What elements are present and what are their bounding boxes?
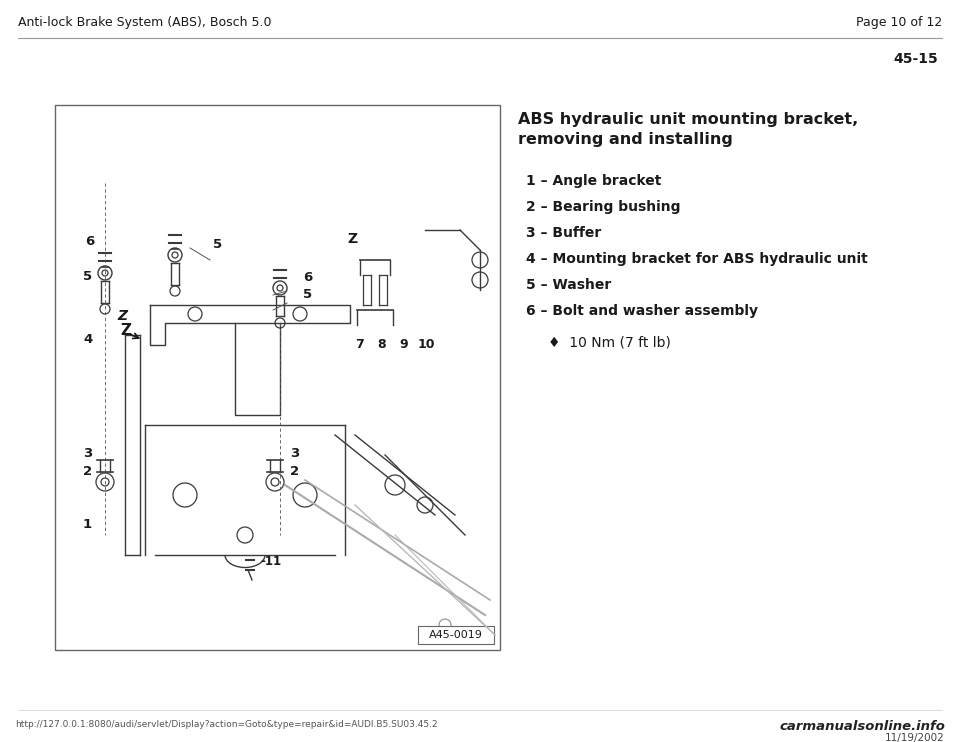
Text: 4: 4	[83, 333, 92, 346]
Text: 3 – Buffer: 3 – Buffer	[526, 226, 601, 240]
Text: 1 – Angle bracket: 1 – Angle bracket	[526, 174, 661, 188]
Text: ♦  10 Nm (7 ft lb): ♦ 10 Nm (7 ft lb)	[548, 336, 671, 350]
Text: Z: Z	[120, 323, 131, 338]
Text: 2: 2	[83, 465, 92, 478]
Text: 5: 5	[213, 238, 222, 251]
Text: Page 10 of 12: Page 10 of 12	[855, 16, 942, 29]
Bar	[55, 105, 500, 650]
Text: Anti-lock Brake System (ABS), Bosch 5.0: Anti-lock Brake System (ABS), Bosch 5.0	[18, 16, 272, 29]
Text: removing and installing: removing and installing	[518, 132, 732, 147]
Text: ABS hydraulic unit mounting bracket,: ABS hydraulic unit mounting bracket,	[518, 112, 858, 127]
Text: 3: 3	[83, 447, 92, 460]
Text: 2 – Bearing bushing: 2 – Bearing bushing	[526, 200, 681, 214]
Text: Z: Z	[347, 232, 357, 246]
Text: http://127.0.0.1:8080/audi/servlet/Display?action=Goto&type=repair&id=AUDI.B5.SU: http://127.0.0.1:8080/audi/servlet/Displ…	[15, 720, 438, 729]
Text: 9: 9	[399, 338, 408, 351]
Bar	[418, 626, 494, 644]
Text: 3: 3	[290, 447, 300, 460]
Text: 1: 1	[83, 518, 92, 531]
Text: 11/19/2002: 11/19/2002	[885, 733, 945, 742]
Text: carmanualsonline.info: carmanualsonline.info	[780, 720, 945, 733]
Text: -11: -11	[260, 555, 281, 568]
Text: 45-15: 45-15	[893, 52, 938, 66]
Text: Z: Z	[117, 309, 127, 323]
Text: 6: 6	[303, 271, 312, 284]
Text: 7: 7	[355, 338, 365, 351]
Text: 6: 6	[85, 235, 94, 248]
Text: 4 – Mounting bracket for ABS hydraulic unit: 4 – Mounting bracket for ABS hydraulic u…	[526, 252, 868, 266]
Text: A45-0019: A45-0019	[429, 630, 483, 640]
Text: 10: 10	[418, 338, 435, 351]
Text: 8: 8	[377, 338, 386, 351]
Text: 5: 5	[83, 270, 92, 283]
Text: 5 – Washer: 5 – Washer	[526, 278, 612, 292]
Text: 5: 5	[303, 288, 312, 301]
Text: 6 – Bolt and washer assembly: 6 – Bolt and washer assembly	[526, 304, 758, 318]
Text: 2: 2	[290, 465, 300, 478]
